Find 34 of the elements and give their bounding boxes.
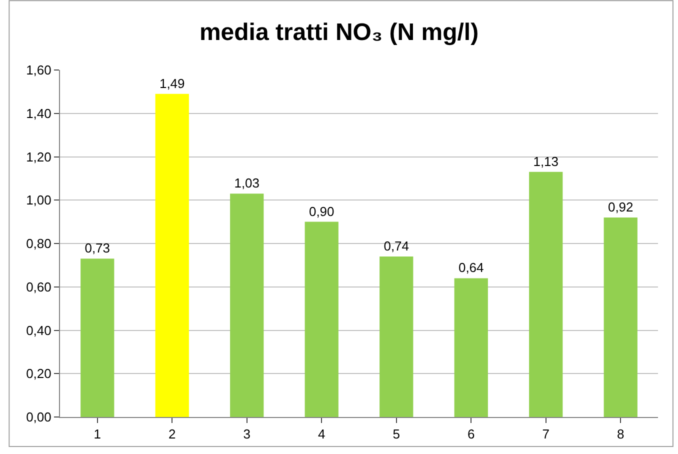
y-tick-label: 1,20 [26, 149, 52, 164]
x-tick-label: 7 [542, 426, 550, 442]
x-tick-label: 5 [392, 426, 400, 442]
bar [604, 217, 638, 417]
data-label: 1,13 [533, 154, 559, 169]
bar [304, 222, 338, 417]
x-tick-label: 6 [468, 426, 475, 442]
x-tick-label: 4 [318, 426, 326, 442]
x-tick-label: 3 [243, 426, 250, 442]
y-tick-label: 0,00 [26, 410, 52, 425]
data-label: 0,92 [608, 199, 634, 214]
y-tick-label: 1,40 [26, 106, 52, 121]
x-tick-label: 2 [168, 426, 176, 442]
bar [454, 278, 488, 417]
bar [529, 172, 563, 417]
bar [155, 94, 189, 417]
x-tick-label: 1 [94, 426, 101, 442]
data-label: 1,03 [234, 176, 260, 191]
data-label: 0,90 [308, 204, 334, 219]
y-tick-label: 0,20 [26, 366, 52, 382]
y-tick-label: 0,60 [26, 279, 52, 294]
data-label: 1,49 [159, 76, 185, 91]
bar [80, 258, 114, 417]
y-tick-label: 0,80 [26, 236, 52, 252]
y-tick-label: 0,40 [26, 322, 52, 338]
bar [380, 256, 414, 417]
x-tick-label: 8 [617, 426, 624, 442]
chart-title: media tratti NO₃ (N mg/l) [199, 19, 479, 46]
data-label: 0,64 [458, 260, 484, 276]
data-label: 0,73 [84, 240, 110, 256]
data-label: 0,74 [384, 238, 410, 254]
y-tick-label: 1,60 [26, 62, 52, 78]
bar [230, 194, 264, 417]
y-tick-label: 1,00 [26, 192, 52, 208]
